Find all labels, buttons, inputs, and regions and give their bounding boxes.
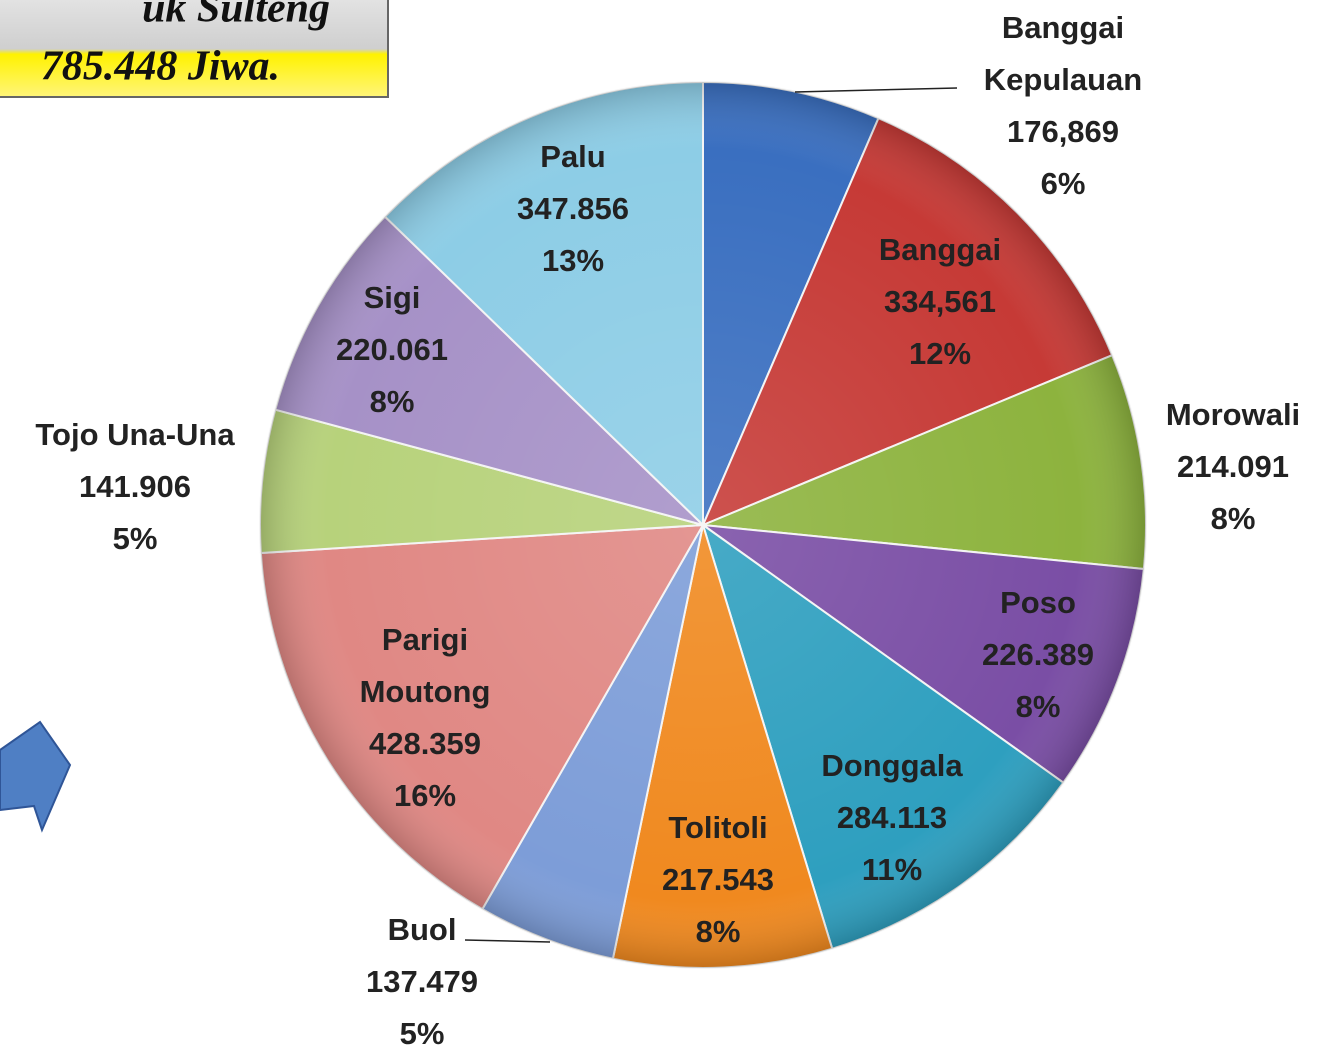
percent-label: 13%	[541, 243, 605, 278]
value-label: 141.906	[78, 469, 192, 504]
percent-label: 8%	[695, 914, 741, 949]
slice-label: Sigi 220.061 8%	[242, 272, 542, 428]
percent-label: 12%	[908, 336, 972, 371]
value-label: 214.091	[1176, 449, 1290, 484]
slice-label: Parigi Moutong 428.359 16%	[315, 614, 535, 822]
value-label: 334,561	[883, 284, 997, 319]
slice-label: Banggai Kepulauan 176,869 6%	[948, 2, 1178, 210]
percent-label: 5%	[112, 521, 158, 556]
value-label: 137.479	[365, 964, 479, 999]
category-name: Banggai Kepulauan	[983, 10, 1143, 97]
category-name: Poso	[1000, 585, 1076, 620]
leader-line	[464, 939, 551, 943]
category-name: Donggala	[821, 748, 963, 783]
percent-label: 11%	[861, 852, 923, 887]
value-label: 226.389	[981, 637, 1095, 672]
slice-label: Morowali 214.091 8%	[1083, 389, 1336, 545]
arrow-shape	[0, 720, 72, 833]
value-label: 428.359	[368, 726, 482, 761]
category-name: Morowali	[1165, 397, 1301, 432]
slice-label: Donggala 284.113 11%	[742, 740, 1042, 896]
leader-line	[794, 87, 958, 93]
category-name: Sigi	[363, 280, 421, 315]
value-label: 217.543	[661, 862, 775, 897]
value-label: 220.061	[335, 332, 449, 367]
title-line: 785.448 Jiwa.	[41, 44, 280, 90]
category-name: Palu	[540, 139, 606, 174]
category-name: Tojo Una-Una	[35, 417, 235, 452]
slice-label: Banggai 334,561 12%	[790, 224, 1090, 380]
slice-label: Palu 347.856 13%	[423, 131, 723, 287]
slice-label: Tojo Una-Una 141.906 5%	[0, 409, 285, 565]
percent-label: 6%	[1040, 166, 1086, 201]
slice-label: Poso 226.389 8%	[888, 577, 1188, 733]
slice-label: Buol 137.479 5%	[272, 904, 572, 1060]
slice-label: Tolitoli 217.543 8%	[568, 802, 868, 958]
value-label: 176,869	[1006, 114, 1120, 149]
percent-label: 8%	[1015, 689, 1061, 724]
category-name: Buol	[387, 912, 457, 947]
title-line: uk Sulteng	[142, 0, 330, 32]
title-box	[0, 0, 389, 98]
percent-label: 5%	[399, 1016, 445, 1051]
percent-label: 8%	[369, 384, 415, 419]
category-name: Banggai	[878, 232, 1002, 267]
percent-label: 16%	[393, 778, 457, 813]
value-label: 284.113	[836, 800, 948, 835]
value-label: 347.856	[516, 191, 630, 226]
category-name: Tolitoli	[668, 810, 768, 845]
percent-label: 8%	[1210, 501, 1256, 536]
category-name: Parigi Moutong	[359, 622, 491, 709]
